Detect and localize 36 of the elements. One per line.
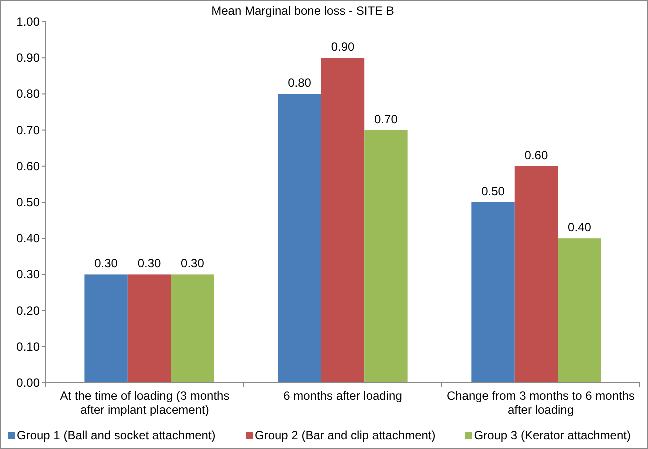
bar	[278, 94, 322, 383]
y-tick-label: 0.70	[16, 123, 40, 138]
x-tick-label: At the time of loading (3 months after implant placement)	[60, 389, 230, 417]
bar	[364, 130, 408, 383]
data-label: 0.60	[524, 148, 548, 162]
y-tick-label: 0.20	[16, 304, 40, 318]
data-label: 0.50	[482, 184, 506, 198]
x-tick-label: 6 months after loading	[284, 389, 402, 403]
chart-title: Mean Marginal bone loss - SITE B	[212, 4, 394, 18]
bar	[558, 238, 602, 383]
data-label: 0.90	[331, 40, 355, 54]
data-label: 0.30	[94, 256, 118, 271]
data-label: 0.80	[288, 76, 312, 90]
bar	[128, 274, 172, 383]
bar	[514, 166, 558, 383]
y-tick-label: 0.00	[16, 376, 40, 390]
x-tick-label: Change from 3 months to 6 months after loading	[446, 389, 636, 417]
y-tick-label: 0.40	[16, 232, 40, 246]
y-tick-label: 0.30	[16, 268, 40, 282]
y-tick-label: 0.80	[16, 87, 40, 102]
legend-label: Group 1 (Ball and socket attachment)	[17, 428, 216, 442]
bar	[472, 202, 515, 383]
data-label: 0.30	[138, 256, 162, 271]
data-label: 0.30	[181, 256, 205, 271]
y-tick-label: 0.50	[16, 196, 40, 210]
legend-label: Group 3 (Kerator attachment)	[474, 428, 631, 442]
bar	[321, 58, 365, 383]
bar	[171, 274, 214, 383]
legend-label: Group 2 (Bar and clip attachment)	[255, 428, 436, 442]
data-label: 0.40	[568, 220, 592, 235]
y-tick-label: 0.90	[16, 51, 40, 66]
y-tick-label: 0.10	[16, 340, 40, 354]
bar	[84, 274, 128, 383]
data-label: 0.70	[374, 112, 398, 126]
y-tick-label: 0.60	[16, 159, 40, 174]
y-tick-label: 1.00	[16, 15, 40, 29]
